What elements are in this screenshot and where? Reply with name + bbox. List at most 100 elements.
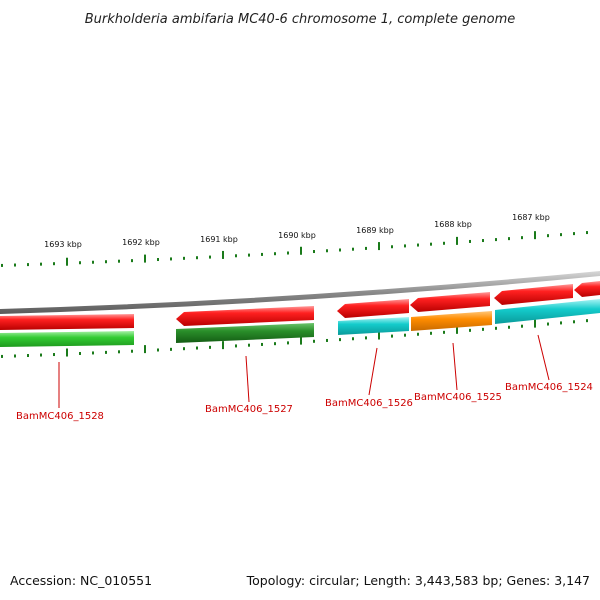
major-tick: [222, 341, 224, 350]
minor-tick: [326, 338, 328, 342]
minor-tick: [365, 246, 367, 250]
cds-feature-1526[interactable]: [337, 299, 409, 318]
gene-feature-1528[interactable]: [0, 331, 134, 347]
minor-tick: [469, 328, 471, 332]
cds-feature-1525[interactable]: [410, 292, 490, 312]
inner-tick-ring: [1, 319, 588, 358]
gene-feature-1524[interactable]: [495, 299, 600, 324]
outer-tick-ring: [1, 231, 588, 267]
minor-tick: [508, 325, 510, 329]
minor-tick: [287, 341, 289, 345]
minor-tick: [14, 263, 16, 267]
minor-tick: [118, 259, 120, 263]
gene-labels: BamMC406_1528 BamMC406_1527 BamMC406_152…: [16, 382, 593, 422]
minor-tick: [209, 345, 211, 349]
major-tick: [66, 348, 68, 357]
minor-tick: [443, 241, 445, 245]
minor-tick: [521, 236, 523, 240]
callout-line-1527: [245, 355, 250, 403]
minor-tick: [196, 346, 198, 350]
minor-tick: [495, 238, 497, 242]
minor-tick: [352, 247, 354, 251]
tick-label-1688: 1688 kbp: [434, 220, 472, 229]
minor-tick: [1, 263, 3, 267]
cds-feature-1524[interactable]: [494, 284, 573, 305]
callout-line-1525: [452, 342, 458, 391]
minor-tick: [560, 321, 562, 325]
minor-tick: [53, 353, 55, 357]
minor-tick: [586, 231, 588, 235]
minor-tick: [274, 252, 276, 256]
minor-tick: [14, 354, 16, 358]
tick-label-1689: 1689 kbp: [356, 226, 394, 235]
minor-tick: [547, 234, 549, 238]
tick-label-1692: 1692 kbp: [122, 238, 160, 247]
gene-label-1524[interactable]: BamMC406_1524: [505, 382, 593, 393]
major-tick: [534, 231, 536, 240]
major-tick: [66, 257, 68, 266]
minor-tick: [92, 351, 94, 355]
minor-tick: [495, 326, 497, 330]
minor-tick: [326, 249, 328, 253]
minor-tick: [521, 324, 523, 328]
minor-tick: [235, 254, 237, 258]
minor-tick: [261, 252, 263, 256]
minor-tick: [248, 253, 250, 257]
gene-label-1528[interactable]: BamMC406_1528: [16, 411, 104, 422]
minor-tick: [92, 260, 94, 264]
minor-tick: [183, 347, 185, 351]
forward-cds-track: [0, 281, 600, 330]
cds-feature-next[interactable]: [574, 281, 600, 297]
tick-labels: 1693 kbp 1692 kbp 1691 kbp 1690 kbp 1689…: [44, 213, 550, 249]
minor-tick: [365, 336, 367, 340]
minor-tick: [79, 261, 81, 265]
minor-tick: [183, 256, 185, 260]
minor-tick: [196, 256, 198, 260]
callout-line-1524: [537, 334, 550, 381]
major-tick: [222, 250, 224, 259]
gene-feature-1526[interactable]: [338, 317, 409, 335]
gene-feature-1527[interactable]: [176, 323, 314, 343]
tick-label-1690: 1690 kbp: [278, 231, 316, 240]
cds-feature-1528[interactable]: [0, 314, 134, 330]
map-title: Burkholderia ambifaria MC40-6 chromosome…: [85, 12, 515, 27]
cds-feature-1527[interactable]: [176, 306, 314, 326]
minor-tick: [170, 347, 172, 351]
major-tick: [144, 254, 146, 263]
minor-tick: [391, 245, 393, 249]
major-tick: [534, 319, 536, 328]
gene-feature-1525[interactable]: [411, 311, 492, 331]
minor-tick: [339, 338, 341, 342]
minor-tick: [248, 343, 250, 347]
minor-tick: [131, 349, 133, 353]
minor-tick: [573, 320, 575, 324]
minor-tick: [352, 337, 354, 341]
major-tick: [144, 345, 146, 354]
accession-text: Accession: NC_010551: [10, 573, 153, 588]
minor-tick: [157, 348, 159, 352]
gene-label-1527[interactable]: BamMC406_1527: [205, 404, 293, 415]
minor-tick: [27, 354, 29, 358]
minor-tick: [40, 262, 42, 266]
minor-tick: [339, 248, 341, 252]
tick-label-1693: 1693 kbp: [44, 240, 82, 249]
gene-label-1525[interactable]: BamMC406_1525: [414, 392, 502, 403]
minor-tick: [573, 232, 575, 236]
minor-tick: [430, 331, 432, 335]
minor-tick: [404, 244, 406, 248]
minor-tick: [170, 257, 172, 261]
minor-tick: [287, 251, 289, 255]
major-tick: [300, 246, 302, 255]
major-tick: [456, 236, 458, 245]
major-tick: [456, 325, 458, 334]
minor-tick: [27, 263, 29, 267]
minor-tick: [261, 342, 263, 346]
minor-tick: [391, 334, 393, 338]
minor-tick: [53, 262, 55, 266]
minor-tick: [443, 330, 445, 334]
gene-track: [0, 299, 600, 347]
minor-tick: [131, 259, 133, 263]
gene-label-1526[interactable]: BamMC406_1526: [325, 398, 413, 409]
minor-tick: [105, 260, 107, 264]
